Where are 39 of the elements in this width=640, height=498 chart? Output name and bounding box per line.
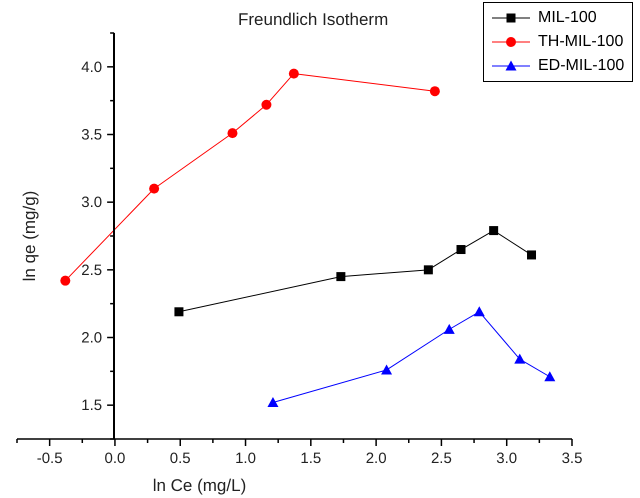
point — [174, 307, 184, 316]
point — [424, 265, 433, 274]
y-tick-label: 3.0 — [81, 194, 102, 212]
point — [474, 306, 485, 316]
y-tick-label: 2.5 — [81, 262, 102, 279]
point — [149, 184, 160, 194]
y-tick-label: 3.5 — [81, 126, 102, 144]
y-tick-label: 2.0 — [81, 330, 102, 346]
point — [527, 250, 536, 260]
point — [227, 128, 238, 138]
x-tick-label: 2.5 — [430, 450, 452, 467]
x-tick-label: 0.0 — [104, 450, 126, 467]
x-tick-label: 1.0 — [235, 450, 256, 467]
point — [261, 100, 272, 110]
point — [489, 226, 498, 236]
point — [267, 396, 278, 407]
legend-label: TH-MIL-100 — [538, 33, 624, 51]
x-tick-label: 2.0 — [366, 450, 387, 467]
point — [336, 272, 346, 282]
x-tick-label: 1.5 — [300, 450, 322, 467]
legend-label: ED-MIL-100 — [538, 57, 624, 75]
x-tick-label: -0.5 — [36, 450, 63, 467]
y-axis-title: ln qe (mg/g) — [20, 190, 40, 284]
point — [544, 371, 556, 382]
point — [381, 364, 392, 374]
point — [444, 324, 455, 334]
chart-title: Freundlich Isotherm — [238, 10, 388, 30]
y-tick-label: 1.5 — [81, 397, 102, 414]
point — [288, 68, 299, 79]
point — [60, 276, 70, 286]
x-tick-label: 3.0 — [496, 450, 518, 467]
x-axis-title: ln Ce (mg/L) — [152, 476, 248, 496]
legend-label: MIL-100 — [538, 9, 597, 27]
x-tick-label: 3.5 — [562, 450, 582, 467]
point — [514, 354, 526, 364]
x-tick-label: 0.5 — [170, 450, 191, 467]
y-tick-label: 4.0 — [81, 58, 102, 76]
point — [456, 245, 466, 254]
point — [430, 86, 440, 96]
